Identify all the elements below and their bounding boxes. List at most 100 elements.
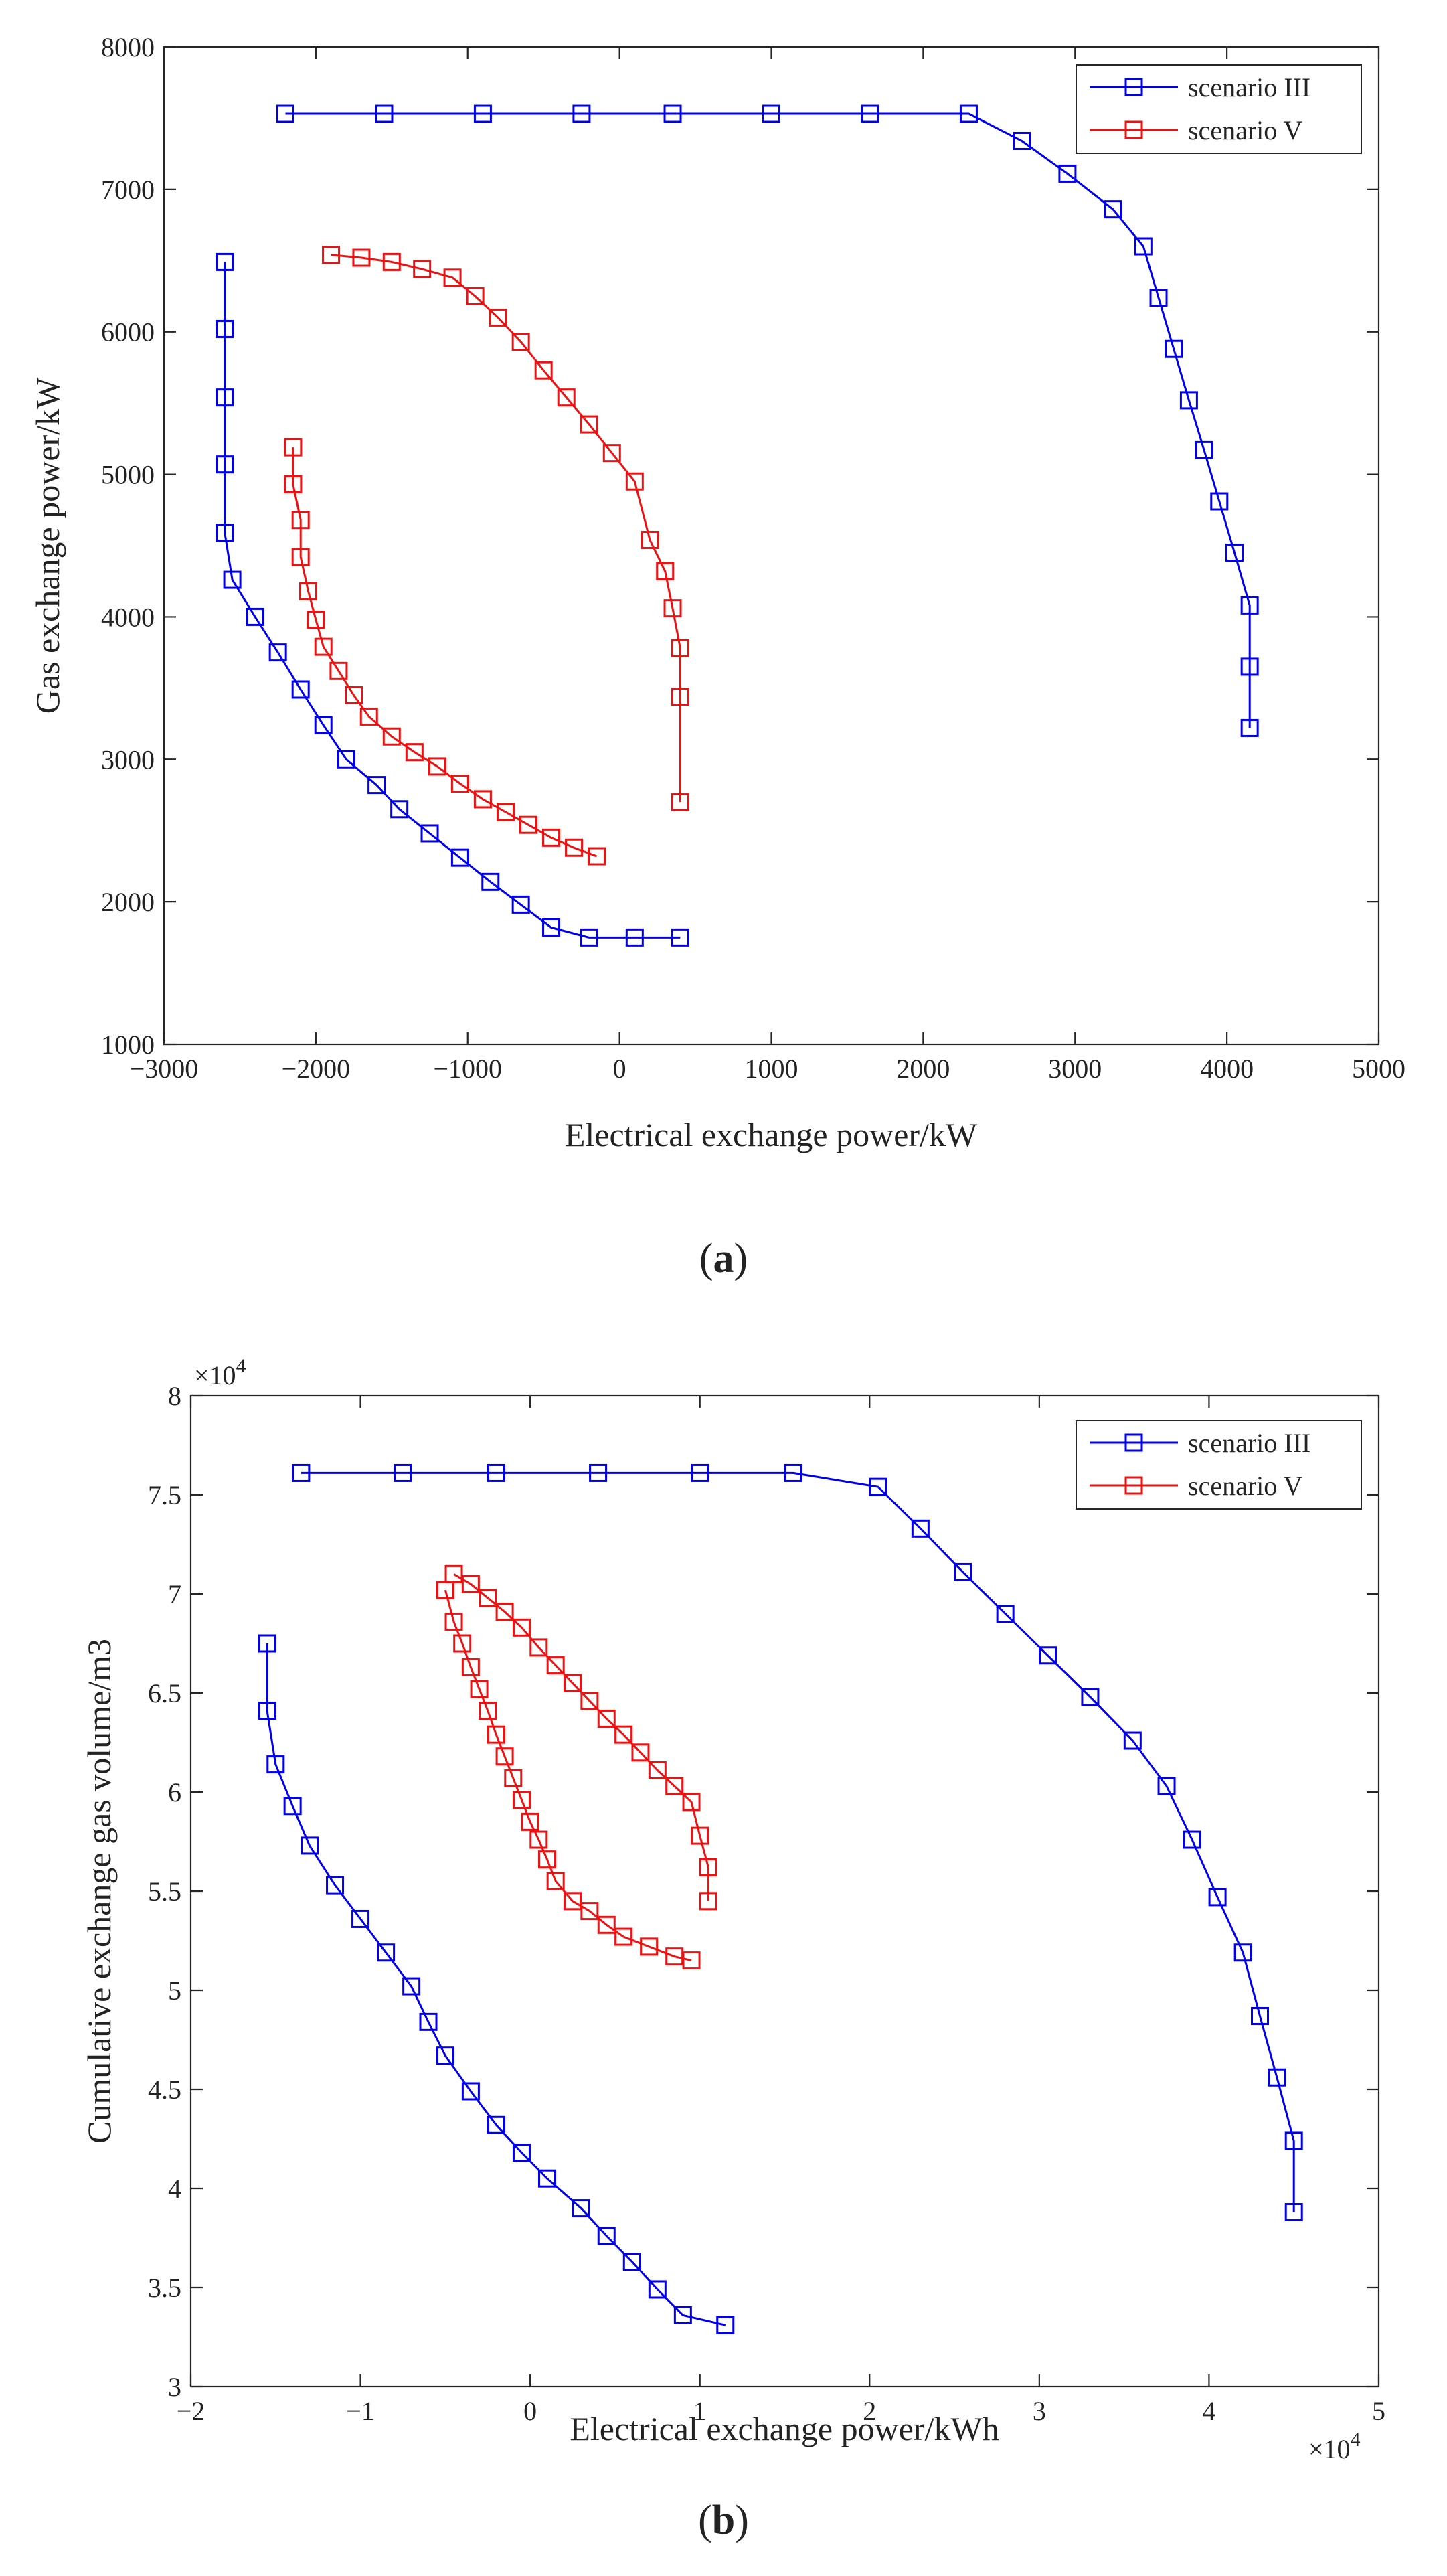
- chart-b-point-scenario-iii: [1081, 1688, 1100, 1706]
- chart-a-point-scenario-iii: [216, 319, 234, 338]
- chart-a-point-scenario-v: [671, 793, 689, 811]
- chart-b-point-scenario-v: [597, 1709, 616, 1728]
- chart-b-y-axis-title: Cumulative exchange gas volume/m3: [80, 1639, 118, 2144]
- chart-a-point-scenario-v: [291, 511, 310, 530]
- chart-a-series-line-scenario-iii: [224, 262, 681, 939]
- chart-b-point-scenario-v: [479, 1702, 497, 1720]
- chart-b-point-scenario-v: [699, 1892, 717, 1911]
- chart-b-point-scenario-iii: [1208, 1888, 1227, 1907]
- chart-b-x-tick-label: 0: [523, 2396, 537, 2426]
- chart-a-x-tick-label: 2000: [896, 1054, 950, 1084]
- chart-b-point-scenario-v: [614, 1725, 633, 1744]
- chart-b: −2 −1 0 1 2 3 4 5 33.544.555.566.577.58 ×104 ×1…: [80, 1355, 1385, 2543]
- chart-b-caption: (b): [698, 2498, 749, 2543]
- chart-b-point-scenario-v: [529, 1830, 548, 1849]
- chart-a-point-scenario-iii: [367, 776, 386, 795]
- chart-a-point-scenario-v: [284, 438, 303, 457]
- chart-b-point-scenario-iii: [487, 2115, 505, 2134]
- chart-a-point-scenario-v: [291, 548, 310, 566]
- chart-a-legend-marker-scenario-v: [1124, 120, 1143, 139]
- chart-a-y-tick-label: 3000: [101, 744, 155, 775]
- chart-a-y-tick-label: 6000: [101, 317, 155, 347]
- chart-b-point-scenario-iii: [996, 1605, 1015, 1623]
- chart-a-y-tick-label: 7000: [101, 175, 155, 205]
- chart-a-point-scenario-v: [428, 757, 446, 776]
- chart-a-point-scenario-iii: [216, 455, 234, 474]
- chart-b-x-exponent-base: ×10: [1308, 2434, 1351, 2464]
- chart-a-point-scenario-v: [625, 472, 644, 491]
- chart-a-point-scenario-iii: [1240, 657, 1259, 676]
- chart-b-point-scenario-v: [479, 1589, 497, 1607]
- chart-b-x-tick-label: 1: [693, 2396, 707, 2426]
- chart-a-point-scenario-iii: [450, 848, 469, 867]
- chart-a-y-tick-label: 1000: [101, 1030, 155, 1060]
- chart-a-series-line-scenario-v: [292, 447, 598, 858]
- chart-b-point-scenario-v: [436, 1581, 454, 1599]
- chart-b-y-exponent: ×104: [194, 1355, 246, 1390]
- chart-b-point-scenario-v: [444, 1564, 463, 1583]
- chart-a-point-scenario-iii: [216, 388, 234, 407]
- chart-a-point-scenario-v: [382, 252, 401, 271]
- chart-a-point-scenario-v: [345, 686, 363, 704]
- chart-b-point-scenario-iii: [869, 1477, 887, 1496]
- chart-a-point-scenario-v: [542, 828, 561, 847]
- chart-b-point-scenario-v: [512, 1791, 531, 1809]
- chart-b-point-scenario-iii: [292, 1463, 311, 1482]
- chart-a-series-line-scenario-v: [331, 254, 681, 803]
- chart-a-point-scenario-v: [473, 790, 492, 809]
- chart-a-y-tick-label: 5000: [101, 460, 155, 490]
- chart-a-point-scenario-v: [519, 815, 537, 834]
- chart-b-point-scenario-iii: [538, 2169, 556, 2188]
- chart-b-point-scenario-iii: [1251, 2006, 1269, 2025]
- chart-b-point-scenario-iii: [589, 1463, 608, 1482]
- chart-a-legend-marker-scenario-iii: [1124, 78, 1143, 96]
- chart-a-y-axis-title: Gas exchange power/kW: [29, 377, 66, 714]
- chart-b-point-scenario-iii: [911, 1519, 930, 1538]
- chart-a-point-scenario-iii: [511, 895, 530, 914]
- chart-b-point-scenario-iii: [461, 2082, 480, 2101]
- chart-b-y-ticks: 3 3.5 4 4.5 5 5.5 6 6.5 7 7.5 8: [148, 1381, 1379, 2402]
- chart-a-caption: (a): [699, 1236, 748, 1281]
- chart-a-point-scenario-v: [329, 661, 348, 680]
- chart-a-point-scenario-v: [511, 333, 530, 351]
- chart-a-point-scenario-iii: [663, 104, 682, 123]
- chart-b-x-tick-label: 5: [1372, 2396, 1385, 2426]
- chart-b-point-scenario-v: [631, 1743, 650, 1762]
- chart-a-point-scenario-v: [307, 611, 325, 629]
- chart-a-x-axis-title: Electrical exchange power/kW: [565, 1116, 978, 1153]
- chart-b-legend: scenario III scenario V: [1076, 1420, 1362, 1510]
- chart-a-plot-frame: [163, 46, 1380, 1046]
- chart-a-point-scenario-iii: [762, 104, 780, 123]
- chart-a-point-scenario-v: [284, 475, 303, 493]
- chart-a-legend-label-scenario-v: scenario V: [1188, 115, 1303, 145]
- chart-b-point-scenario-v: [580, 1902, 599, 1921]
- chart-a-point-scenario-v: [641, 530, 659, 549]
- chart-a-point-scenario-iii: [671, 928, 689, 947]
- chart-b-point-scenario-iii: [1183, 1830, 1201, 1849]
- chart-a-point-scenario-iii: [580, 928, 598, 947]
- chart-b-y-tick-label: 8: [168, 1381, 181, 1411]
- chart-b-series-line-scenario-v: [453, 1573, 709, 1901]
- chart-b-series-line-scenario-iii: [266, 1643, 726, 2326]
- chart-a-x-tick-label: −2000: [282, 1054, 351, 1084]
- chart-a-x-tick-label: 4000: [1200, 1054, 1254, 1084]
- chart-b-point-scenario-v: [580, 1692, 599, 1710]
- chart-b-point-scenario-iii: [597, 2227, 616, 2245]
- chart-b-point-scenario-iii: [436, 2046, 454, 2065]
- chart-a-x-tick-label: 0: [613, 1054, 626, 1084]
- chart-a-point-scenario-iii: [861, 104, 879, 123]
- chart-b-series-line-scenario-v: [444, 1589, 692, 1962]
- chart-b-point-scenario-v: [504, 1769, 523, 1787]
- chart-a-point-scenario-v: [359, 707, 378, 726]
- chart-b-series-group: [258, 1463, 1303, 2334]
- chart-a-x-tick-label: 5000: [1352, 1054, 1406, 1084]
- chart-a-point-scenario-iii: [246, 607, 264, 626]
- chart-b-point-scenario-iii: [512, 2144, 531, 2162]
- chart-b-y-tick-label: 5: [168, 1976, 181, 2006]
- chart-a-y-tick-label: 8000: [101, 32, 155, 62]
- chart-a-y-ticks: 1000 2000 3000 4000 5000 6000 7000 8000: [101, 32, 1379, 1060]
- chart-a-x-tick-label: −3000: [130, 1054, 199, 1084]
- chart-b-point-scenario-iii: [258, 1702, 276, 1720]
